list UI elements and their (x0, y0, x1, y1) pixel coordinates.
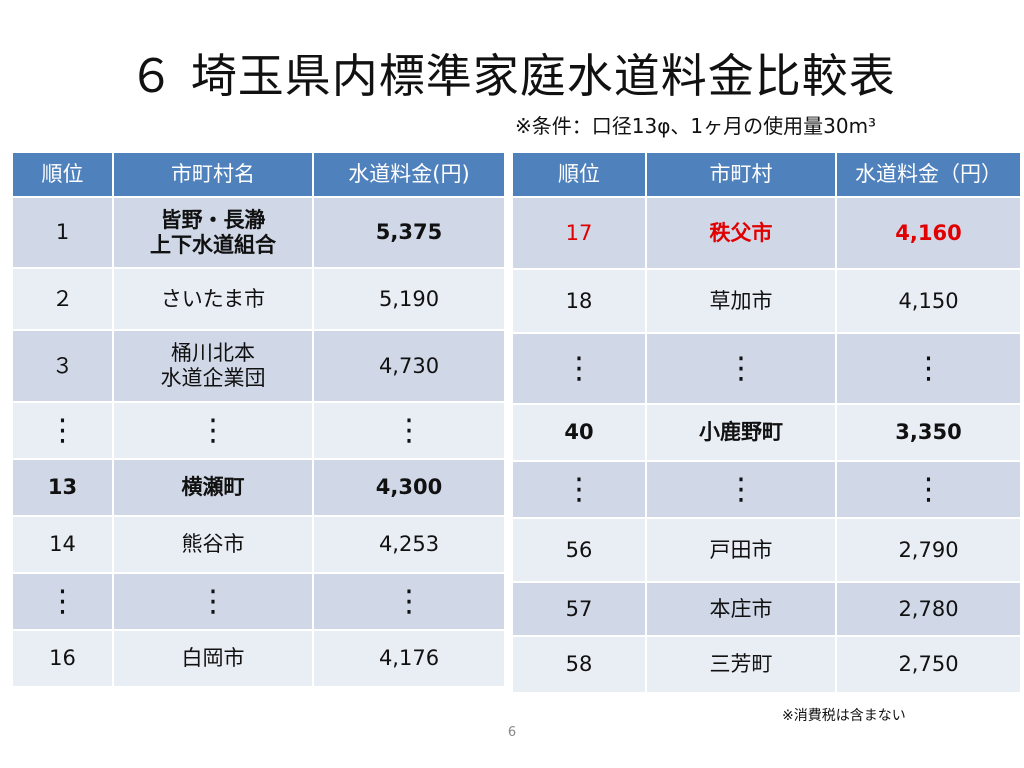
price-cell: 2,750 (835, 635, 1022, 694)
table-header-row: 順位 市町村名 水道料金(円) (11, 151, 506, 198)
price-cell: 4,176 (312, 629, 506, 688)
price-cell: 4,730 (312, 329, 506, 403)
rank-cell: 1 (11, 196, 114, 269)
table-row: ３ 桶川北本 水道企業団 4,730 (11, 329, 506, 403)
rank-cell: 18 (511, 268, 647, 334)
condition-text: ※条件：口径13φ、1ヶ月の使用量30m³ (515, 114, 877, 138)
price-cell: 4,160 (835, 196, 1022, 270)
municipality-cell: 戸田市 (645, 517, 837, 583)
ellipsis-cell: ⋮ (11, 572, 114, 631)
municipality-name-line: 上下水道組合 (150, 232, 276, 257)
ellipsis-cell: ⋮ (511, 332, 647, 405)
municipality-cell: 本庄市 (645, 581, 837, 637)
rank-cell: 14 (11, 515, 114, 574)
price-cell: 3,350 (835, 403, 1022, 462)
right-ranking-table: 順位 市町村 水道料金（円） 17 秩父市 4,160 18 草加市 4,150… (511, 151, 1022, 694)
table-row: ⋮ ⋮ ⋮ (511, 460, 1022, 519)
municipality-name-line: 皆野・長瀞 (160, 207, 266, 232)
rank-cell: 17 (511, 196, 647, 270)
rank-cell: 16 (11, 629, 114, 688)
header-municipality: 市町村 (645, 151, 837, 198)
ellipsis-cell: ⋮ (312, 401, 506, 460)
header-water-price: 水道料金（円） (835, 151, 1022, 198)
table-row: 1 皆野・長瀞 上下水道組合 5,375 (11, 196, 506, 269)
ellipsis-cell: ⋮ (11, 401, 114, 460)
price-cell: 2,790 (835, 517, 1022, 583)
municipality-cell: 草加市 (645, 268, 837, 334)
price-cell: 4,150 (835, 268, 1022, 334)
municipality-cell: 横瀬町 (112, 458, 314, 517)
municipality-cell: 小鹿野町 (645, 403, 837, 462)
header-rank: 順位 (11, 151, 114, 198)
left-ranking-table: 順位 市町村名 水道料金(円) 1 皆野・長瀞 上下水道組合 5,375 ２ さ… (11, 151, 506, 688)
table-row: 16 白岡市 4,176 (11, 629, 506, 688)
ellipsis-cell: ⋮ (112, 401, 314, 460)
municipality-cell: さいたま市 (112, 267, 314, 331)
page-title: ６ 埼玉県内標準家庭水道料金比較表 (128, 49, 896, 103)
municipality-cell: 三芳町 (645, 635, 837, 694)
rank-cell: 40 (511, 403, 647, 462)
municipality-cell: 熊谷市 (112, 515, 314, 574)
rank-cell: 13 (11, 458, 114, 517)
price-cell: 2,780 (835, 581, 1022, 637)
header-rank: 順位 (511, 151, 647, 198)
rank-cell: ２ (11, 267, 114, 331)
municipality-cell: 皆野・長瀞 上下水道組合 (112, 196, 314, 269)
table-row: 14 熊谷市 4,253 (11, 515, 506, 574)
table-row: ⋮ ⋮ ⋮ (511, 332, 1022, 405)
rank-cell: 58 (511, 635, 647, 694)
table-row: 17 秩父市 4,160 (511, 196, 1022, 270)
ellipsis-cell: ⋮ (312, 572, 506, 631)
table-row: 18 草加市 4,150 (511, 268, 1022, 334)
ellipsis-cell: ⋮ (835, 332, 1022, 405)
table-row: 13 横瀬町 4,300 (11, 458, 506, 517)
table-row: 57 本庄市 2,780 (511, 581, 1022, 637)
table-row: 56 戸田市 2,790 (511, 517, 1022, 583)
price-cell: 5,375 (312, 196, 506, 269)
price-cell: 4,300 (312, 458, 506, 517)
table-row: ２ さいたま市 5,190 (11, 267, 506, 331)
ellipsis-cell: ⋮ (835, 460, 1022, 519)
price-cell: 4,253 (312, 515, 506, 574)
rank-cell: 56 (511, 517, 647, 583)
table-header-row: 順位 市町村 水道料金（円） (511, 151, 1022, 198)
table-row: ⋮ ⋮ ⋮ (11, 572, 506, 631)
header-water-price: 水道料金(円) (312, 151, 506, 198)
table-row: 40 小鹿野町 3,350 (511, 403, 1022, 462)
municipality-cell: 秩父市 (645, 196, 837, 270)
ellipsis-cell: ⋮ (112, 572, 314, 631)
ellipsis-cell: ⋮ (645, 460, 837, 519)
municipality-cell: 白岡市 (112, 629, 314, 688)
rank-cell: ３ (11, 329, 114, 403)
municipality-name-line: 桶川北本 (171, 341, 255, 365)
table-row: ⋮ ⋮ ⋮ (11, 401, 506, 460)
price-cell: 5,190 (312, 267, 506, 331)
municipality-name-line: 水道企業団 (160, 366, 266, 390)
header-municipality: 市町村名 (112, 151, 314, 198)
rank-cell: 57 (511, 581, 647, 637)
tax-note: ※消費税は含まない (782, 708, 906, 724)
ellipsis-cell: ⋮ (645, 332, 837, 405)
table-row: 58 三芳町 2,750 (511, 635, 1022, 694)
page-number: 6 (507, 725, 517, 740)
ellipsis-cell: ⋮ (511, 460, 647, 519)
municipality-cell: 桶川北本 水道企業団 (112, 329, 314, 403)
